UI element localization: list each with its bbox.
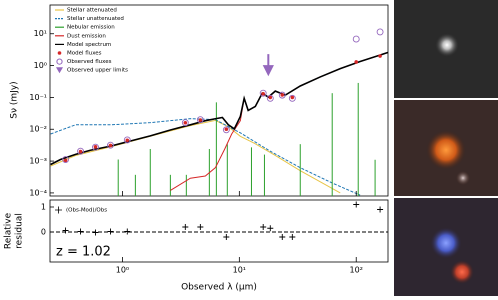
observed-flux bbox=[376, 28, 384, 36]
legend-marker bbox=[55, 206, 62, 214]
model-flux bbox=[224, 127, 229, 132]
series-line bbox=[50, 118, 361, 196]
observed-flux bbox=[181, 119, 189, 127]
model-flux bbox=[354, 60, 359, 64]
legend-label: Dust emission bbox=[67, 33, 106, 39]
model-flux bbox=[108, 143, 113, 148]
source-blob bbox=[450, 260, 474, 284]
residual-point bbox=[77, 228, 84, 235]
residual-point bbox=[289, 234, 296, 240]
model-flux bbox=[378, 54, 382, 58]
series-line bbox=[50, 119, 341, 194]
main-axes bbox=[49, 4, 389, 197]
model-flux bbox=[78, 149, 83, 154]
legend-marker bbox=[56, 58, 63, 65]
observed-flux bbox=[259, 89, 267, 97]
residual-point bbox=[279, 234, 286, 240]
y-tick-label: 1 bbox=[41, 203, 46, 212]
residual-point bbox=[377, 206, 384, 213]
residual-point bbox=[223, 234, 230, 240]
legend-label: Model fluxes bbox=[67, 51, 102, 57]
y-tick-label: 10⁻¹ bbox=[29, 93, 47, 102]
x-axis-label: Observed λ (μm) bbox=[181, 283, 257, 293]
x-tick-label: 10⁰ bbox=[116, 266, 129, 275]
observed-flux bbox=[222, 126, 230, 134]
thumbnails bbox=[394, 0, 498, 296]
source-blob bbox=[430, 227, 462, 259]
residual-point bbox=[182, 224, 189, 230]
y-tick-label: 10⁻² bbox=[29, 125, 47, 134]
model-flux bbox=[93, 145, 98, 149]
observed-flux bbox=[107, 141, 114, 149]
residual-point bbox=[107, 228, 114, 235]
model-flux bbox=[63, 158, 68, 163]
legend-marker bbox=[57, 51, 62, 55]
source-blob bbox=[426, 130, 466, 170]
residual-point bbox=[353, 201, 360, 208]
y-axis-label: residual bbox=[15, 213, 25, 249]
observed-flux bbox=[266, 94, 274, 102]
observed-flux bbox=[77, 147, 84, 155]
model-flux bbox=[261, 91, 265, 96]
y-axis-label: Relative bbox=[4, 212, 14, 249]
observed-flux bbox=[62, 156, 69, 163]
model-flux bbox=[280, 93, 285, 97]
y-tick-label: 10⁻³ bbox=[29, 157, 47, 166]
legend-marker bbox=[56, 67, 63, 74]
y-axis-label: Sν (mJy) bbox=[10, 81, 20, 118]
model-flux bbox=[183, 120, 188, 125]
observed-flux bbox=[288, 94, 296, 102]
legend-label: Stellar attenuated bbox=[67, 8, 117, 14]
legend-label: Stellar unattenuated bbox=[67, 16, 124, 22]
residual-point bbox=[92, 229, 99, 236]
residual-point bbox=[260, 224, 267, 230]
legend-label: Model spectrum bbox=[67, 42, 111, 48]
residual-plot bbox=[50, 201, 388, 240]
source-blob bbox=[435, 33, 459, 57]
model-flux bbox=[198, 118, 203, 122]
residual-axes bbox=[49, 199, 389, 263]
legend-label: Observed upper limits bbox=[67, 68, 128, 74]
main-plot bbox=[50, 28, 388, 196]
legend-label: (Obs-Mod)/Obs bbox=[66, 208, 107, 214]
residual-point bbox=[62, 227, 69, 234]
residual-point bbox=[267, 225, 274, 232]
residual-point bbox=[197, 224, 204, 230]
observed-flux bbox=[278, 91, 286, 99]
x-tick-label: 10² bbox=[350, 266, 363, 275]
y-tick-label: 0 bbox=[41, 228, 46, 237]
axes-labels: Sν (mJy) Relative residual Observed λ (μ… bbox=[4, 8, 363, 293]
model-flux bbox=[290, 95, 295, 100]
upper-limit bbox=[262, 54, 274, 77]
model-flux bbox=[268, 95, 273, 100]
y-tick-label: 10⁰ bbox=[34, 61, 47, 70]
y-tick-label: 10¹ bbox=[34, 29, 47, 38]
legend-label: Nebular emission bbox=[67, 25, 115, 31]
observed-flux bbox=[196, 116, 204, 124]
observed-flux bbox=[352, 35, 360, 43]
observed-flux bbox=[123, 136, 131, 144]
residual-point bbox=[124, 228, 131, 235]
legend-label: Observed fluxes bbox=[67, 59, 112, 65]
annotation: z = 1.02 bbox=[56, 245, 111, 260]
source-blob bbox=[456, 171, 470, 185]
observed-flux bbox=[92, 143, 99, 151]
x-tick-label: 10¹ bbox=[233, 266, 246, 275]
model-flux bbox=[125, 138, 130, 143]
y-tick-label: 10⁻⁴ bbox=[29, 188, 47, 197]
series-line bbox=[50, 51, 388, 166]
